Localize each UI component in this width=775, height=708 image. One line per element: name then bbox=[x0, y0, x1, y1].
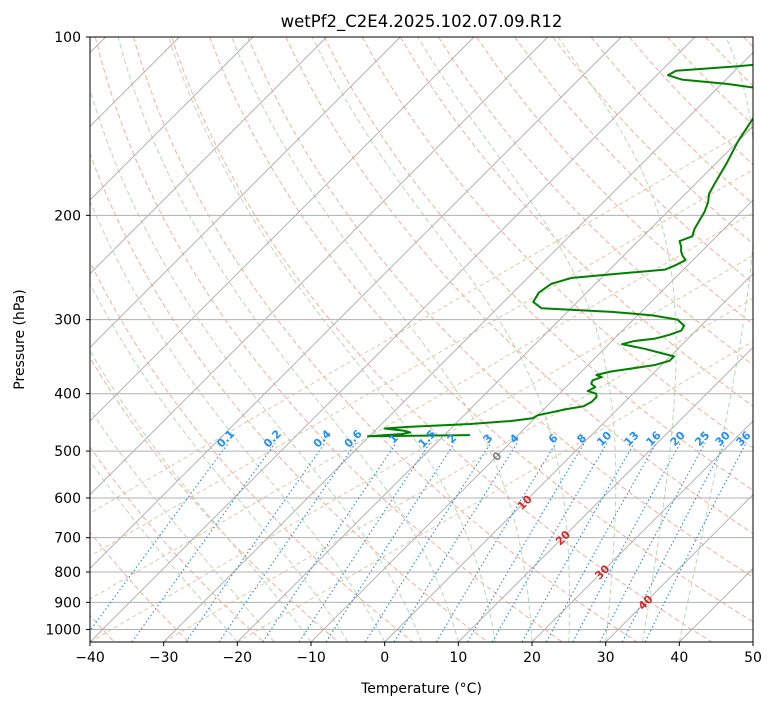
dry-adiabat bbox=[90, 356, 339, 642]
y-tick-label: 200 bbox=[54, 208, 81, 224]
dry-adiabat bbox=[514, 37, 753, 285]
moist-adiabat bbox=[168, 37, 496, 642]
dry-adiabat bbox=[438, 37, 753, 366]
dry-adiabat bbox=[90, 531, 190, 642]
moist-adiabat bbox=[90, 200, 386, 642]
dry-adiabat bbox=[209, 37, 753, 623]
isotherm bbox=[90, 37, 475, 422]
mixing-ratio-line bbox=[185, 442, 326, 642]
plot-area: -100-90-80-70-60-50-40-30-20-100.10.20.4… bbox=[90, 37, 753, 642]
moist-adiabat bbox=[557, 37, 677, 642]
plot-frame bbox=[89, 36, 754, 643]
isotherm bbox=[237, 125, 753, 642]
mixing-ratio-line bbox=[435, 442, 557, 642]
isohume-line bbox=[90, 126, 753, 514]
mixing-ratio-line bbox=[364, 442, 491, 642]
x-axis-label: Temperature (°C) bbox=[360, 681, 482, 697]
moist-adiabat bbox=[90, 460, 238, 642]
moist-adiabat bbox=[678, 37, 753, 642]
isotherm bbox=[90, 37, 401, 348]
moist-adiabat bbox=[90, 282, 349, 642]
dry-adiabat bbox=[171, 37, 713, 642]
dry-adiabat bbox=[132, 37, 638, 642]
isotherm bbox=[90, 37, 696, 642]
y-tick-label: 300 bbox=[54, 313, 81, 329]
isotherm bbox=[90, 37, 254, 201]
moist-adiabat bbox=[417, 37, 617, 642]
mixing-ratio-line bbox=[467, 442, 585, 642]
mixing-ratio-line bbox=[262, 442, 397, 642]
y-tick-label: 600 bbox=[54, 491, 81, 507]
dry-adiabat bbox=[90, 260, 414, 642]
x-tick-label: −10 bbox=[296, 650, 326, 666]
isotherm bbox=[310, 199, 753, 642]
background-lines bbox=[90, 37, 753, 642]
mixing-ratio-line bbox=[218, 442, 357, 642]
isotherm bbox=[163, 52, 753, 642]
isotherm bbox=[605, 494, 753, 642]
isotherm bbox=[90, 37, 327, 275]
mixing-ratio-line bbox=[644, 443, 747, 642]
x-tick-label: 50 bbox=[744, 650, 762, 666]
x-tick-label: 30 bbox=[597, 650, 615, 666]
moist-adiabat bbox=[311, 37, 570, 642]
mixing-ratio-line bbox=[393, 442, 518, 642]
mixing-ratio-line bbox=[325, 442, 455, 642]
dry-adiabat bbox=[247, 37, 753, 578]
dry-adiabat bbox=[90, 446, 264, 642]
x-tick-label: −30 bbox=[149, 650, 179, 666]
y-tick-label: 1000 bbox=[45, 622, 81, 638]
y-axis-ticks: 100 200 300 400 500 600 700 800 900 1000 bbox=[45, 30, 90, 638]
y-tick-label: 900 bbox=[54, 595, 81, 611]
dry-adiabat bbox=[94, 37, 563, 642]
x-tick-label: 20 bbox=[523, 650, 541, 666]
mixing-ratio-line bbox=[90, 442, 229, 632]
mixing-ratio-line bbox=[521, 442, 635, 642]
isotherm bbox=[384, 273, 753, 642]
dry-adiabat bbox=[90, 152, 488, 642]
y-tick-label: 100 bbox=[54, 30, 81, 46]
x-tick-label: 40 bbox=[670, 650, 688, 666]
y-tick-label: 500 bbox=[54, 444, 81, 460]
isotherm bbox=[458, 346, 753, 642]
dry-adiabat bbox=[476, 37, 753, 325]
moist-adiabat bbox=[90, 408, 275, 642]
mixing-ratio-line bbox=[131, 442, 276, 642]
y-tick-label: 400 bbox=[54, 387, 81, 403]
dry-adiabat bbox=[285, 37, 753, 535]
isohume-line bbox=[90, 255, 753, 642]
profiles bbox=[366, 63, 753, 438]
x-tick-label: −20 bbox=[223, 650, 253, 666]
isotherm bbox=[90, 37, 548, 496]
dry-adiabat bbox=[323, 37, 753, 491]
y-tick-label: 800 bbox=[54, 565, 81, 581]
x-tick-label: −40 bbox=[75, 650, 105, 666]
x-axis-ticks: −40 −30 −20 −10 0 10 20 30 40 50 bbox=[75, 642, 762, 666]
x-tick-label: 10 bbox=[449, 650, 467, 666]
x-tick-label: 0 bbox=[380, 650, 389, 666]
moist-adiabat bbox=[231, 37, 533, 642]
dry-adiabat bbox=[399, 37, 753, 407]
dewpoint-profile bbox=[366, 63, 753, 438]
y-axis-label: Pressure (hPa) bbox=[12, 289, 28, 389]
y-tick-label: 700 bbox=[54, 531, 81, 547]
moist-adiabat bbox=[117, 37, 459, 642]
isotherm bbox=[90, 37, 622, 569]
chart-title: wetPf2_C2E4.2025.102.07.09.R12 bbox=[281, 12, 563, 32]
mixing-ratio-line bbox=[545, 442, 657, 642]
isotherm bbox=[531, 420, 753, 642]
mixing-ratio-line bbox=[298, 442, 431, 642]
isohume-line bbox=[90, 212, 753, 600]
mixing-ratio-line bbox=[572, 443, 681, 642]
